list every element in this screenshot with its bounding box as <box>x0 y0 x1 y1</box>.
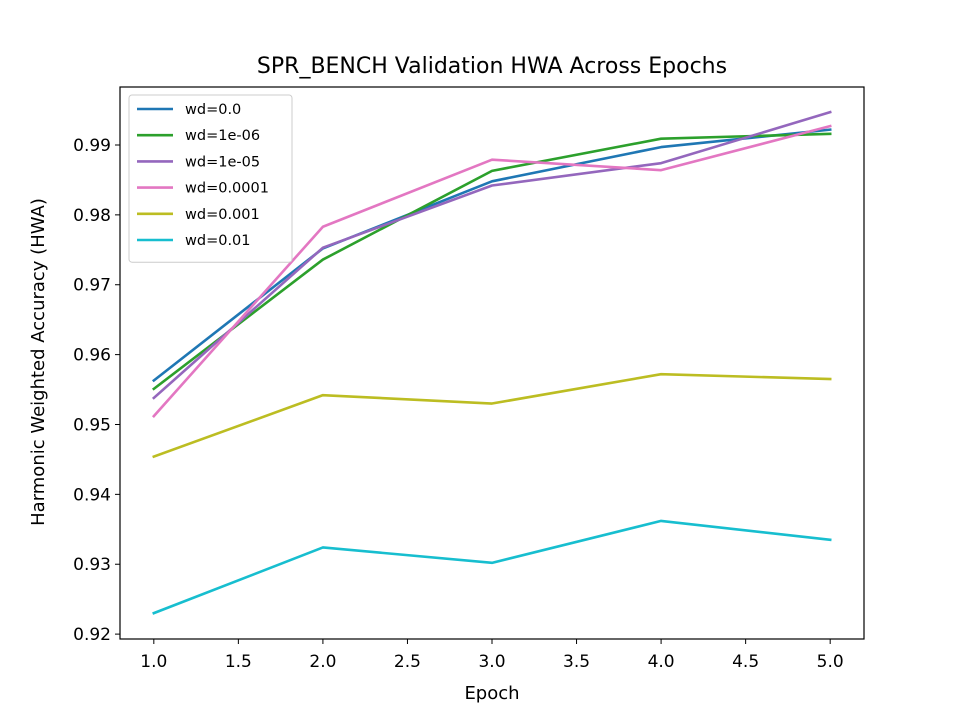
legend-entry: wd=0.0001 <box>185 181 269 197</box>
legend: wd=0.0 wd=1e-06 wd=1e-05 wd=0.0001 wd=0.001 w… <box>128 94 293 263</box>
x-tick-label: 4.0 <box>648 652 675 672</box>
plot-area: 1.0 1.5 2.0 2.5 3.0 3.5 4.0 4.5 5.0 0.92 0.93 0.94 0… <box>73 86 865 672</box>
x-tick-label: 1.5 <box>225 652 252 672</box>
x-tick-label: 3.5 <box>563 652 590 672</box>
legend-entry: wd=1e-06 <box>185 128 260 144</box>
x-tick-label: 5.0 <box>817 652 844 672</box>
y-tick-label: 0.94 <box>73 485 111 505</box>
x-axis-label: Epoch <box>464 683 519 704</box>
y-tick-label: 0.95 <box>73 415 111 435</box>
x-tick-label: 1.0 <box>140 652 167 672</box>
x-tick-label: 2.0 <box>309 652 336 672</box>
series-line-5 <box>152 519 832 615</box>
x-tick-label: 2.5 <box>394 652 421 672</box>
y-tick-label: 0.98 <box>73 206 111 226</box>
y-tick-label: 0.93 <box>73 555 111 575</box>
series-line-1 <box>151 132 832 391</box>
series-line-2 <box>151 110 832 400</box>
series-line-3 <box>151 124 832 418</box>
legend-entry: wd=0.01 <box>185 233 251 249</box>
x-tick-label: 3.0 <box>478 652 505 672</box>
y-tick-label: 0.92 <box>73 625 111 645</box>
y-tick-label: 0.97 <box>73 276 111 296</box>
y-axis-label: Harmonic Weighted Accuracy (HWA) <box>28 198 49 526</box>
series-line-4 <box>152 372 832 459</box>
x-tick-label: 4.5 <box>732 652 759 672</box>
plot-frame <box>119 86 865 640</box>
legend-entry: wd=0.001 <box>185 207 260 223</box>
legend-box <box>128 94 293 263</box>
series-line-0 <box>151 128 832 383</box>
y-tick-label: 0.99 <box>73 136 111 156</box>
legend-entry: wd=1e-05 <box>185 154 260 170</box>
y-tick-label: 0.96 <box>73 346 111 366</box>
legend-entry: wd=0.0 <box>185 102 241 118</box>
chart-title: SPR_BENCH Validation HWA Across Epochs <box>257 54 727 79</box>
